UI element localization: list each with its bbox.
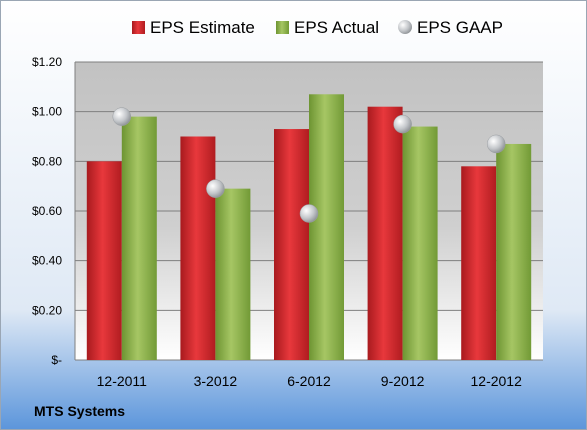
legend: EPS Estimate EPS Actual EPS GAAP bbox=[132, 18, 503, 37]
company-name: MTS Systems bbox=[34, 403, 125, 419]
legend-label-gaap: EPS GAAP bbox=[417, 18, 503, 37]
legend-label-actual: EPS Actual bbox=[294, 18, 379, 37]
bar-eps-actual bbox=[402, 126, 438, 360]
bar-eps-actual bbox=[215, 188, 251, 360]
point-eps-gaap bbox=[206, 179, 225, 198]
legend-label-estimate: EPS Estimate bbox=[150, 18, 255, 37]
bar-eps-estimate bbox=[86, 161, 122, 360]
legend-swatch-gaap bbox=[398, 20, 412, 34]
point-eps-gaap bbox=[112, 107, 132, 126]
legend-swatch-actual bbox=[276, 21, 289, 34]
bar-eps-actual bbox=[309, 94, 344, 361]
legend-swatch-estimate bbox=[132, 21, 145, 34]
y-tick-label: $0.60 bbox=[32, 204, 62, 218]
x-tick-label: 12-2011 bbox=[97, 373, 148, 389]
y-tick-label: $0.80 bbox=[32, 154, 62, 168]
bar-eps-estimate bbox=[367, 106, 403, 360]
y-axis: $- $0.20 $0.40 $0.60 $0.80 $1.00 $1.20 bbox=[32, 55, 76, 367]
y-tick-label: $1.00 bbox=[32, 105, 62, 119]
x-tick-label: 9-2012 bbox=[381, 373, 425, 389]
x-tick-label: 6-2012 bbox=[287, 373, 331, 389]
x-tick-label: 12-2012 bbox=[471, 373, 523, 389]
point-eps-gaap bbox=[299, 204, 319, 223]
bar-eps-actual bbox=[121, 116, 157, 360]
y-tick-label: $- bbox=[51, 353, 62, 367]
bar-eps-actual bbox=[496, 143, 532, 360]
x-tick-label: 3-2012 bbox=[194, 373, 238, 389]
bars bbox=[86, 94, 532, 361]
point-eps-gaap bbox=[486, 134, 506, 154]
x-axis: 12-2011 3-2012 6-2012 9-2012 12-2012 bbox=[97, 373, 522, 389]
gaap-points bbox=[112, 107, 506, 223]
point-eps-gaap bbox=[393, 114, 412, 134]
y-tick-label: $1.20 bbox=[32, 55, 62, 69]
bar-eps-estimate bbox=[461, 166, 497, 360]
y-tick-label: $0.20 bbox=[32, 303, 62, 317]
y-tick-label: $0.40 bbox=[32, 254, 62, 268]
bar-eps-estimate bbox=[274, 129, 309, 360]
bar-eps-estimate bbox=[180, 136, 216, 360]
